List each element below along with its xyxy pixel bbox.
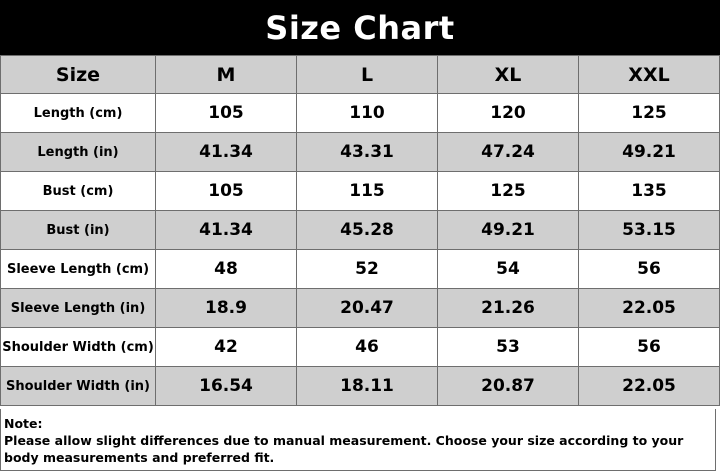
table-cell: 53 (437, 327, 579, 367)
table-cell: 45.28 (296, 210, 438, 250)
table-cell: 43.31 (296, 132, 438, 172)
table-row: Bust (in) 41.34 45.28 49.21 53.15 (0, 210, 720, 250)
header-size: Size (0, 55, 156, 94)
table-cell: 47.24 (437, 132, 579, 172)
table-cell: 110 (296, 93, 438, 133)
table-row: Sleeve Length (in) 18.9 20.47 21.26 22.05 (0, 288, 720, 328)
table-cell: 18.11 (296, 366, 438, 406)
table-cell: 20.47 (296, 288, 438, 328)
table-cell: 48 (155, 249, 297, 289)
note-text: Please allow slight differences due to m… (4, 433, 684, 465)
table-row: Shoulder Width (cm) 42 46 53 56 (0, 327, 720, 367)
row-label: Shoulder Width (cm) (0, 327, 156, 367)
table-cell: 22.05 (578, 366, 720, 406)
table-cell: 18.9 (155, 288, 297, 328)
header-xl: XL (437, 55, 579, 94)
table-cell: 56 (578, 249, 720, 289)
table-cell: 20.87 (437, 366, 579, 406)
table-cell: 42 (155, 327, 297, 367)
table-cell: 105 (155, 93, 297, 133)
table-cell: 21.26 (437, 288, 579, 328)
table-cell: 52 (296, 249, 438, 289)
row-label: Bust (in) (0, 210, 156, 250)
table-cell: 49.21 (437, 210, 579, 250)
table-body: Length (cm) 105 110 120 125 Length (in) 41.34 4… (0, 93, 720, 406)
table-cell: 115 (296, 171, 438, 211)
size-table: Size M L XL XXL Length (cm) 105 110 120 125 L… (0, 55, 720, 406)
table-cell: 41.34 (155, 132, 297, 172)
table-cell: 105 (155, 171, 297, 211)
table-cell: 41.34 (155, 210, 297, 250)
table-cell: 54 (437, 249, 579, 289)
note: Note: Please allow slight differences du… (0, 409, 716, 471)
table-row: Length (in) 41.34 43.31 47.24 49.21 (0, 132, 720, 172)
table-cell: 120 (437, 93, 579, 133)
header-xxl: XXL (578, 55, 720, 94)
table-cell: 22.05 (578, 288, 720, 328)
note-heading: Note: (4, 416, 43, 431)
table-cell: 56 (578, 327, 720, 367)
table-cell: 49.21 (578, 132, 720, 172)
chart-title: Size Chart (0, 0, 720, 55)
table-cell: 46 (296, 327, 438, 367)
table-cell: 16.54 (155, 366, 297, 406)
table-cell: 135 (578, 171, 720, 211)
table-cell: 125 (437, 171, 579, 211)
table-row: Sleeve Length (cm) 48 52 54 56 (0, 249, 720, 289)
header-l: L (296, 55, 438, 94)
row-label: Bust (cm) (0, 171, 156, 211)
row-label: Sleeve Length (cm) (0, 249, 156, 289)
row-label: Length (cm) (0, 93, 156, 133)
row-label: Shoulder Width (in) (0, 366, 156, 406)
table-row: Shoulder Width (in) 16.54 18.11 20.87 22.05 (0, 366, 720, 406)
header-m: M (155, 55, 297, 94)
header-row: Size M L XL XXL (0, 55, 720, 94)
row-label: Sleeve Length (in) (0, 288, 156, 328)
table-cell: 125 (578, 93, 720, 133)
table-cell: 53.15 (578, 210, 720, 250)
table-row: Length (cm) 105 110 120 125 (0, 93, 720, 133)
table-row: Bust (cm) 105 115 125 135 (0, 171, 720, 211)
row-label: Length (in) (0, 132, 156, 172)
